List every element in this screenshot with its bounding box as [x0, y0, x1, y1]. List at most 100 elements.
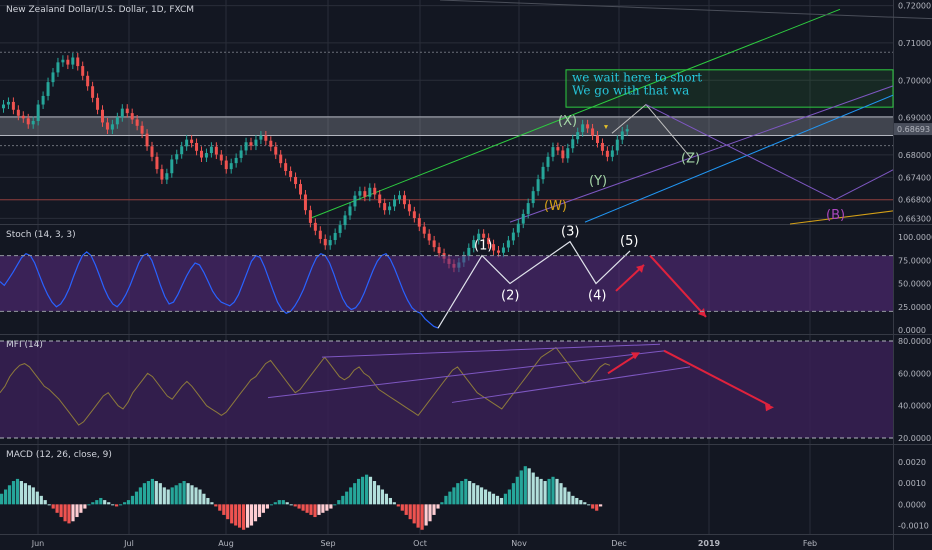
arrow-down-icon — [649, 254, 707, 318]
macd-bar — [420, 504, 424, 530]
macd-bar — [138, 487, 142, 505]
candle-up — [620, 131, 624, 140]
macd-bar — [361, 476, 365, 505]
macd-bar — [63, 504, 67, 522]
candle-down — [596, 135, 599, 143]
stoch-pane[interactable]: (1) (2) (3) (4) (5) Stoch (14, 3, 3) — [0, 225, 893, 329]
candle-up — [180, 146, 184, 155]
macd-bar — [349, 487, 353, 505]
wave-label: (W) — [544, 199, 567, 214]
macd-bar — [503, 493, 507, 505]
macd-bar — [523, 466, 527, 505]
macd-bar — [261, 504, 265, 513]
macd-bar — [563, 487, 567, 505]
candle-down — [294, 176, 298, 185]
macd-bar — [392, 502, 396, 505]
candle-down — [487, 237, 491, 245]
candle-down — [323, 238, 327, 246]
macd-bar — [71, 504, 75, 522]
candle-down — [155, 156, 159, 170]
macd-bar — [464, 478, 468, 505]
macd-bar — [448, 491, 452, 505]
candle-down — [249, 142, 253, 146]
macd-bar — [11, 481, 16, 505]
projection-path-b — [645, 104, 894, 201]
macd-bar — [75, 504, 79, 518]
mfi-arrow-down-head-icon — [765, 403, 774, 412]
mfi-pane[interactable]: MFI (14) — [0, 340, 893, 439]
macd-bar — [67, 504, 71, 524]
macd-bar — [297, 504, 301, 509]
macd-title: MACD (12, 26, close, 9) — [6, 450, 112, 460]
macd-bar — [265, 504, 269, 509]
price-tick-label: 0.72000 — [898, 2, 931, 11]
candle-down — [497, 250, 500, 253]
candle-up — [175, 154, 179, 160]
time-tick-label: 2019 — [698, 539, 721, 548]
macd-bar — [230, 504, 234, 524]
stoch-wave-label: (2) — [501, 289, 519, 304]
candle-up — [254, 139, 258, 146]
price-tick-label: 0.71000 — [898, 39, 931, 48]
orange-trendline — [789, 210, 894, 225]
candle-down — [289, 170, 293, 177]
wave-label: (Z) — [681, 151, 700, 166]
blue-trendline — [584, 94, 894, 223]
macd-tick-label: 0.0000 — [898, 500, 926, 509]
macd-bar — [579, 500, 583, 505]
mfi-arrow-up-head-icon — [631, 352, 640, 360]
macd-pane[interactable]: MACD (12, 26, close, 9) — [0, 450, 603, 530]
candle-down — [586, 124, 590, 129]
macd-bar — [4, 489, 8, 505]
candle-up — [541, 166, 545, 180]
macd-bar — [551, 476, 555, 505]
macd-bar — [480, 487, 484, 505]
candle-down — [279, 154, 283, 164]
macd-bar — [519, 470, 523, 505]
candle-down — [422, 226, 426, 234]
time-tick-label: Sep — [320, 539, 335, 548]
macd-bar — [583, 502, 587, 505]
stoch-overlays: (1) (2) (3) (4) (5) — [437, 225, 707, 329]
candle-up — [259, 135, 263, 140]
time-tick-label: Feb — [803, 539, 817, 548]
macd-bar — [396, 504, 400, 507]
macd-bar — [388, 497, 392, 505]
macd-bar — [158, 483, 162, 505]
macd-bar — [452, 487, 456, 505]
macd-bar — [182, 481, 186, 505]
price-tick-label: 0.68000 — [898, 151, 931, 160]
candle-up — [467, 247, 471, 257]
macd-bar — [499, 497, 504, 505]
macd-bar — [539, 478, 543, 505]
last-price-badge — [894, 123, 932, 136]
macd-bar — [194, 487, 198, 505]
macd-bar — [365, 474, 369, 505]
candle-down — [383, 203, 387, 211]
macd-bar — [19, 481, 23, 505]
macd-bar — [372, 481, 377, 505]
candle-down — [308, 210, 312, 223]
candle-up — [536, 179, 540, 192]
candle-up — [610, 150, 614, 157]
candle-up — [61, 59, 65, 63]
macd-bar — [305, 504, 309, 513]
time-scale[interactable]: Jun Jul Aug Sep Oct Nov Dec 2019 Feb — [31, 539, 817, 548]
macd-bar — [31, 487, 35, 505]
macd-bar — [460, 481, 464, 505]
candle-up — [115, 117, 119, 125]
macd-bar — [55, 504, 59, 513]
macd-bar — [99, 497, 103, 505]
candle-down — [150, 146, 154, 157]
price-scale[interactable]: 0.72000 0.71000 0.70000 0.69000 0.68000 0.674… — [894, 2, 932, 531]
macd-bar — [111, 504, 115, 506]
candle-down — [284, 163, 288, 171]
macd-bar — [341, 495, 345, 505]
candle-up — [328, 240, 332, 246]
macd-bar — [591, 504, 595, 509]
macd-bar — [575, 497, 579, 505]
stoch-wave-label: (4) — [588, 289, 606, 304]
macd-bar — [39, 495, 43, 505]
